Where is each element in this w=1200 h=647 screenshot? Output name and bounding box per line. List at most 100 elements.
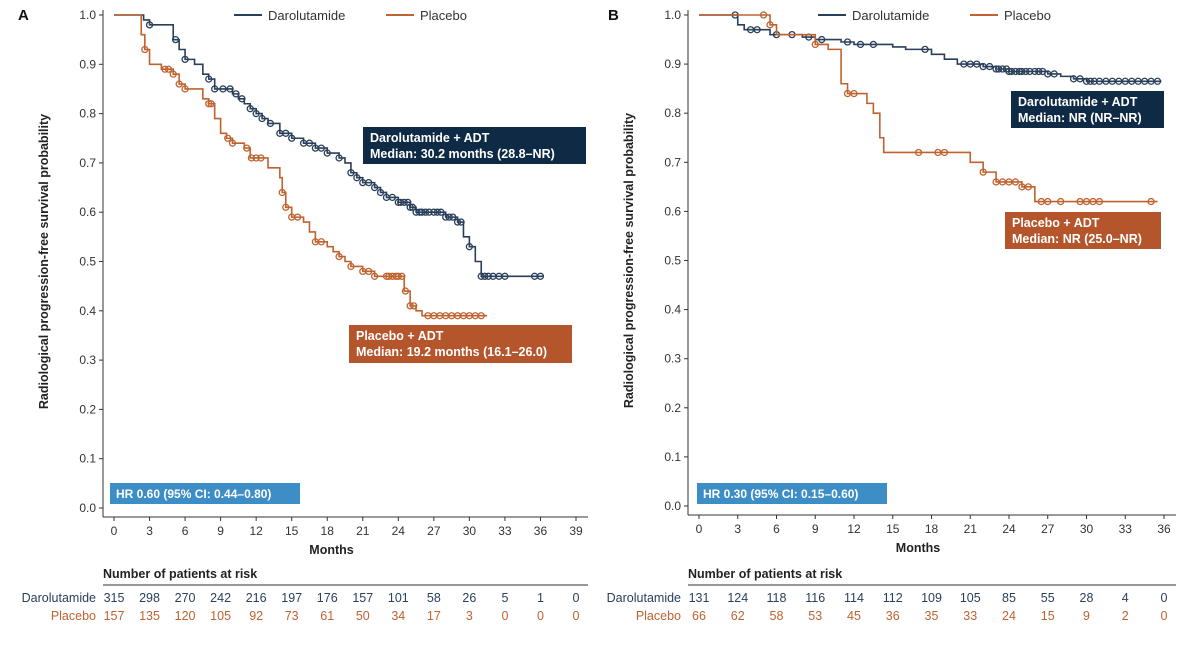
at-risk-value: 298 [139,591,160,605]
at-risk-value: 58 [427,591,441,605]
y-tick-label: 0.8 [79,107,96,121]
at-risk-row-label: Darolutamide [22,591,96,605]
annotation-median: Median: 30.2 months (28.8–NR) [370,147,555,161]
legend-label: Darolutamide [852,8,929,23]
censor-mark [453,218,462,226]
x-tick-label: 18 [925,522,939,536]
annotation-bg [1011,91,1164,128]
censor-mark [335,252,343,261]
censor-mark [484,272,492,280]
annotation-title: Placebo + ADT [1012,216,1100,230]
censor-mark [246,105,254,113]
at-risk-value: 114 [844,591,864,605]
x-tick-label: 27 [1041,522,1055,536]
at-risk-value: 58 [770,609,784,623]
censor-mark [278,188,286,197]
annotation-median: Median: NR (NR–NR) [1018,111,1142,125]
at-risk-value: 197 [281,591,302,605]
annotation-median: Median: NR (25.0–NR) [1012,232,1142,246]
at-risk-value: 9 [1083,609,1090,623]
series-darolutamide [699,11,1162,85]
censor-mark [238,95,246,103]
at-risk-value: 28 [1080,591,1094,605]
censor-mark [335,154,343,162]
censor-mark [437,208,445,216]
censor-mark [145,21,154,29]
x-tick-label: 30 [1080,522,1094,536]
censor-mark [1011,178,1020,186]
censor-mark [347,262,355,271]
median-box-darolutamide: Darolutamide + ADT Median: NR (NR–NR) [1011,91,1164,128]
censor-mark [1044,197,1052,206]
x-tick-label: 24 [392,524,406,538]
at-risk-row-label: Darolutamide [607,591,681,605]
annotation-title: Darolutamide + ADT [1018,95,1138,109]
y-tick-label: 1.0 [79,8,96,22]
series-placebo [699,11,1158,206]
annotation-hr: HR 0.60 (95% CI: 0.44–0.80) [116,487,271,501]
at-risk-value: 157 [352,591,373,605]
at-risk-value: 0 [573,609,580,623]
x-tick-label: 3 [734,522,741,536]
censor-mark [1026,67,1034,76]
x-tick-label: 36 [534,524,548,538]
censor-mark [753,26,761,34]
median-box-placebo: Placebo + ADT Median: 19.2 months (16.1–2… [349,325,572,363]
censor-mark [400,198,408,206]
censor-mark [243,144,251,152]
censor-mark [323,149,331,157]
y-tick-label: 0.3 [664,352,681,366]
at-risk-value: 109 [921,591,942,605]
at-risk-value: 116 [805,591,825,605]
censor-mark [161,65,169,73]
censor-mark [869,40,878,49]
censor-mark [347,169,355,177]
y-tick-label: 0.7 [79,156,96,170]
y-tick-label: 0.2 [664,401,681,415]
km-step-line [699,14,1158,203]
x-tick-label: 6 [182,524,189,538]
at-risk-value: 85 [1002,591,1016,605]
x-tick-label: 30 [463,524,477,538]
censor-mark [410,302,418,310]
censor-mark [449,213,457,221]
y-tick-label: 0.1 [79,452,96,466]
at-risk-value: 53 [808,609,822,623]
at-risk-value: 0 [573,591,580,605]
y-tick-label: 0.7 [664,155,681,169]
censor-mark [442,213,450,221]
annotation-title: Placebo + ADT [356,329,444,343]
censor-mark [465,243,474,251]
at-risk-value: 1 [537,591,544,605]
censor-mark [477,272,485,280]
at-risk-value: 17 [427,609,441,623]
censor-mark [985,62,994,71]
censor-mark [252,109,260,118]
censor-mark [169,70,177,78]
at-risk-value: 242 [210,591,231,605]
annotation-median: Median: 19.2 months (16.1–26.0) [356,345,547,359]
x-tick-label: 3 [146,524,153,538]
at-risk-value: 45 [847,609,861,623]
censor-mark [266,119,275,128]
x-axis-label: Months [309,543,353,557]
censor-mark [1007,67,1016,76]
at-risk-value: 112 [883,591,903,605]
x-tick-label: 12 [249,524,263,538]
censor-mark [164,65,173,73]
y-tick-label: 0.6 [664,204,681,218]
censor-mark [317,144,325,152]
hazard-ratio-box: HR 0.30 (95% CI: 0.15–0.60) [697,483,887,504]
censor-mark [1082,77,1091,85]
median-box-placebo: Placebo + ADT Median: NR (25.0–NR) [1005,212,1161,249]
at-risk-header: Number of patients at risk [103,567,257,581]
x-tick-label: 15 [285,524,299,538]
censor-mark [226,85,234,93]
censor-mark [181,55,189,64]
censor-mark [1024,183,1033,191]
at-risk-value: 118 [767,591,787,605]
censor-mark [232,90,240,98]
censor-mark [818,35,826,44]
x-tick-label: 36 [1157,522,1171,536]
censor-mark [979,168,987,176]
